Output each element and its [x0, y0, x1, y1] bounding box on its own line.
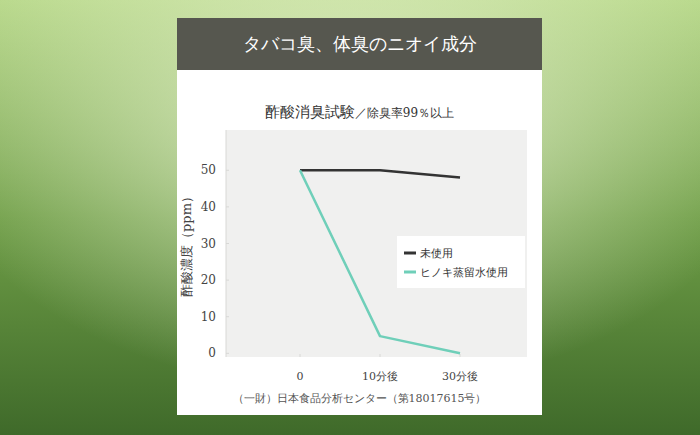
series-line: [300, 170, 460, 177]
title: タバコ臭、体臭のニオイ成分: [243, 33, 477, 54]
legend: 未使用ヒノキ蒸留水使用: [397, 236, 525, 288]
y-tick: [226, 353, 229, 354]
header-band: [177, 18, 542, 70]
legend-box: [397, 236, 525, 288]
chart-svg: タバコ臭、体臭のニオイ成分酢酸消臭試験／除臭率99％以上010203040500…: [0, 0, 700, 435]
y-tick-label: 10: [201, 310, 216, 324]
legend-swatch: [404, 271, 416, 274]
x-tick: [300, 354, 301, 357]
y-tick-label: 20: [201, 273, 216, 287]
y-tick-label: 50: [201, 163, 216, 177]
y-tick: [226, 243, 229, 244]
y-tick: [226, 170, 229, 171]
x-tick: [380, 354, 381, 357]
y-tick-label: 40: [201, 200, 216, 214]
y-tick: [226, 206, 229, 207]
subtitle-main: 酢酸消臭試験: [265, 103, 355, 121]
chart-root: タバコ臭、体臭のニオイ成分酢酸消臭試験／除臭率99％以上010203040500…: [0, 0, 700, 435]
y-tick-label: 30: [201, 237, 216, 251]
panel: [177, 18, 542, 415]
y-tick: [226, 316, 229, 317]
y-axis-title: 酢酸濃度（ppm）: [179, 190, 194, 297]
source-note: （一財）日本食品分析センター（第18017615号）: [233, 392, 487, 405]
background-glow: [0, 0, 700, 435]
legend-swatch: [404, 252, 416, 255]
background: [0, 0, 700, 435]
legend-label: ヒノキ蒸留水使用: [420, 266, 508, 279]
plot-area: [226, 130, 527, 357]
y-tick: [226, 280, 229, 281]
subtitle-note: ／除臭率99％以上: [355, 106, 454, 120]
subtitle: 酢酸消臭試験／除臭率99％以上: [265, 103, 454, 121]
y-tick-label: 0: [208, 346, 216, 360]
x-tick-label: 0: [297, 370, 304, 383]
legend-label: 未使用: [420, 247, 453, 260]
x-tick-label: 30分後: [442, 370, 478, 383]
x-tick-label: 10分後: [362, 370, 398, 383]
